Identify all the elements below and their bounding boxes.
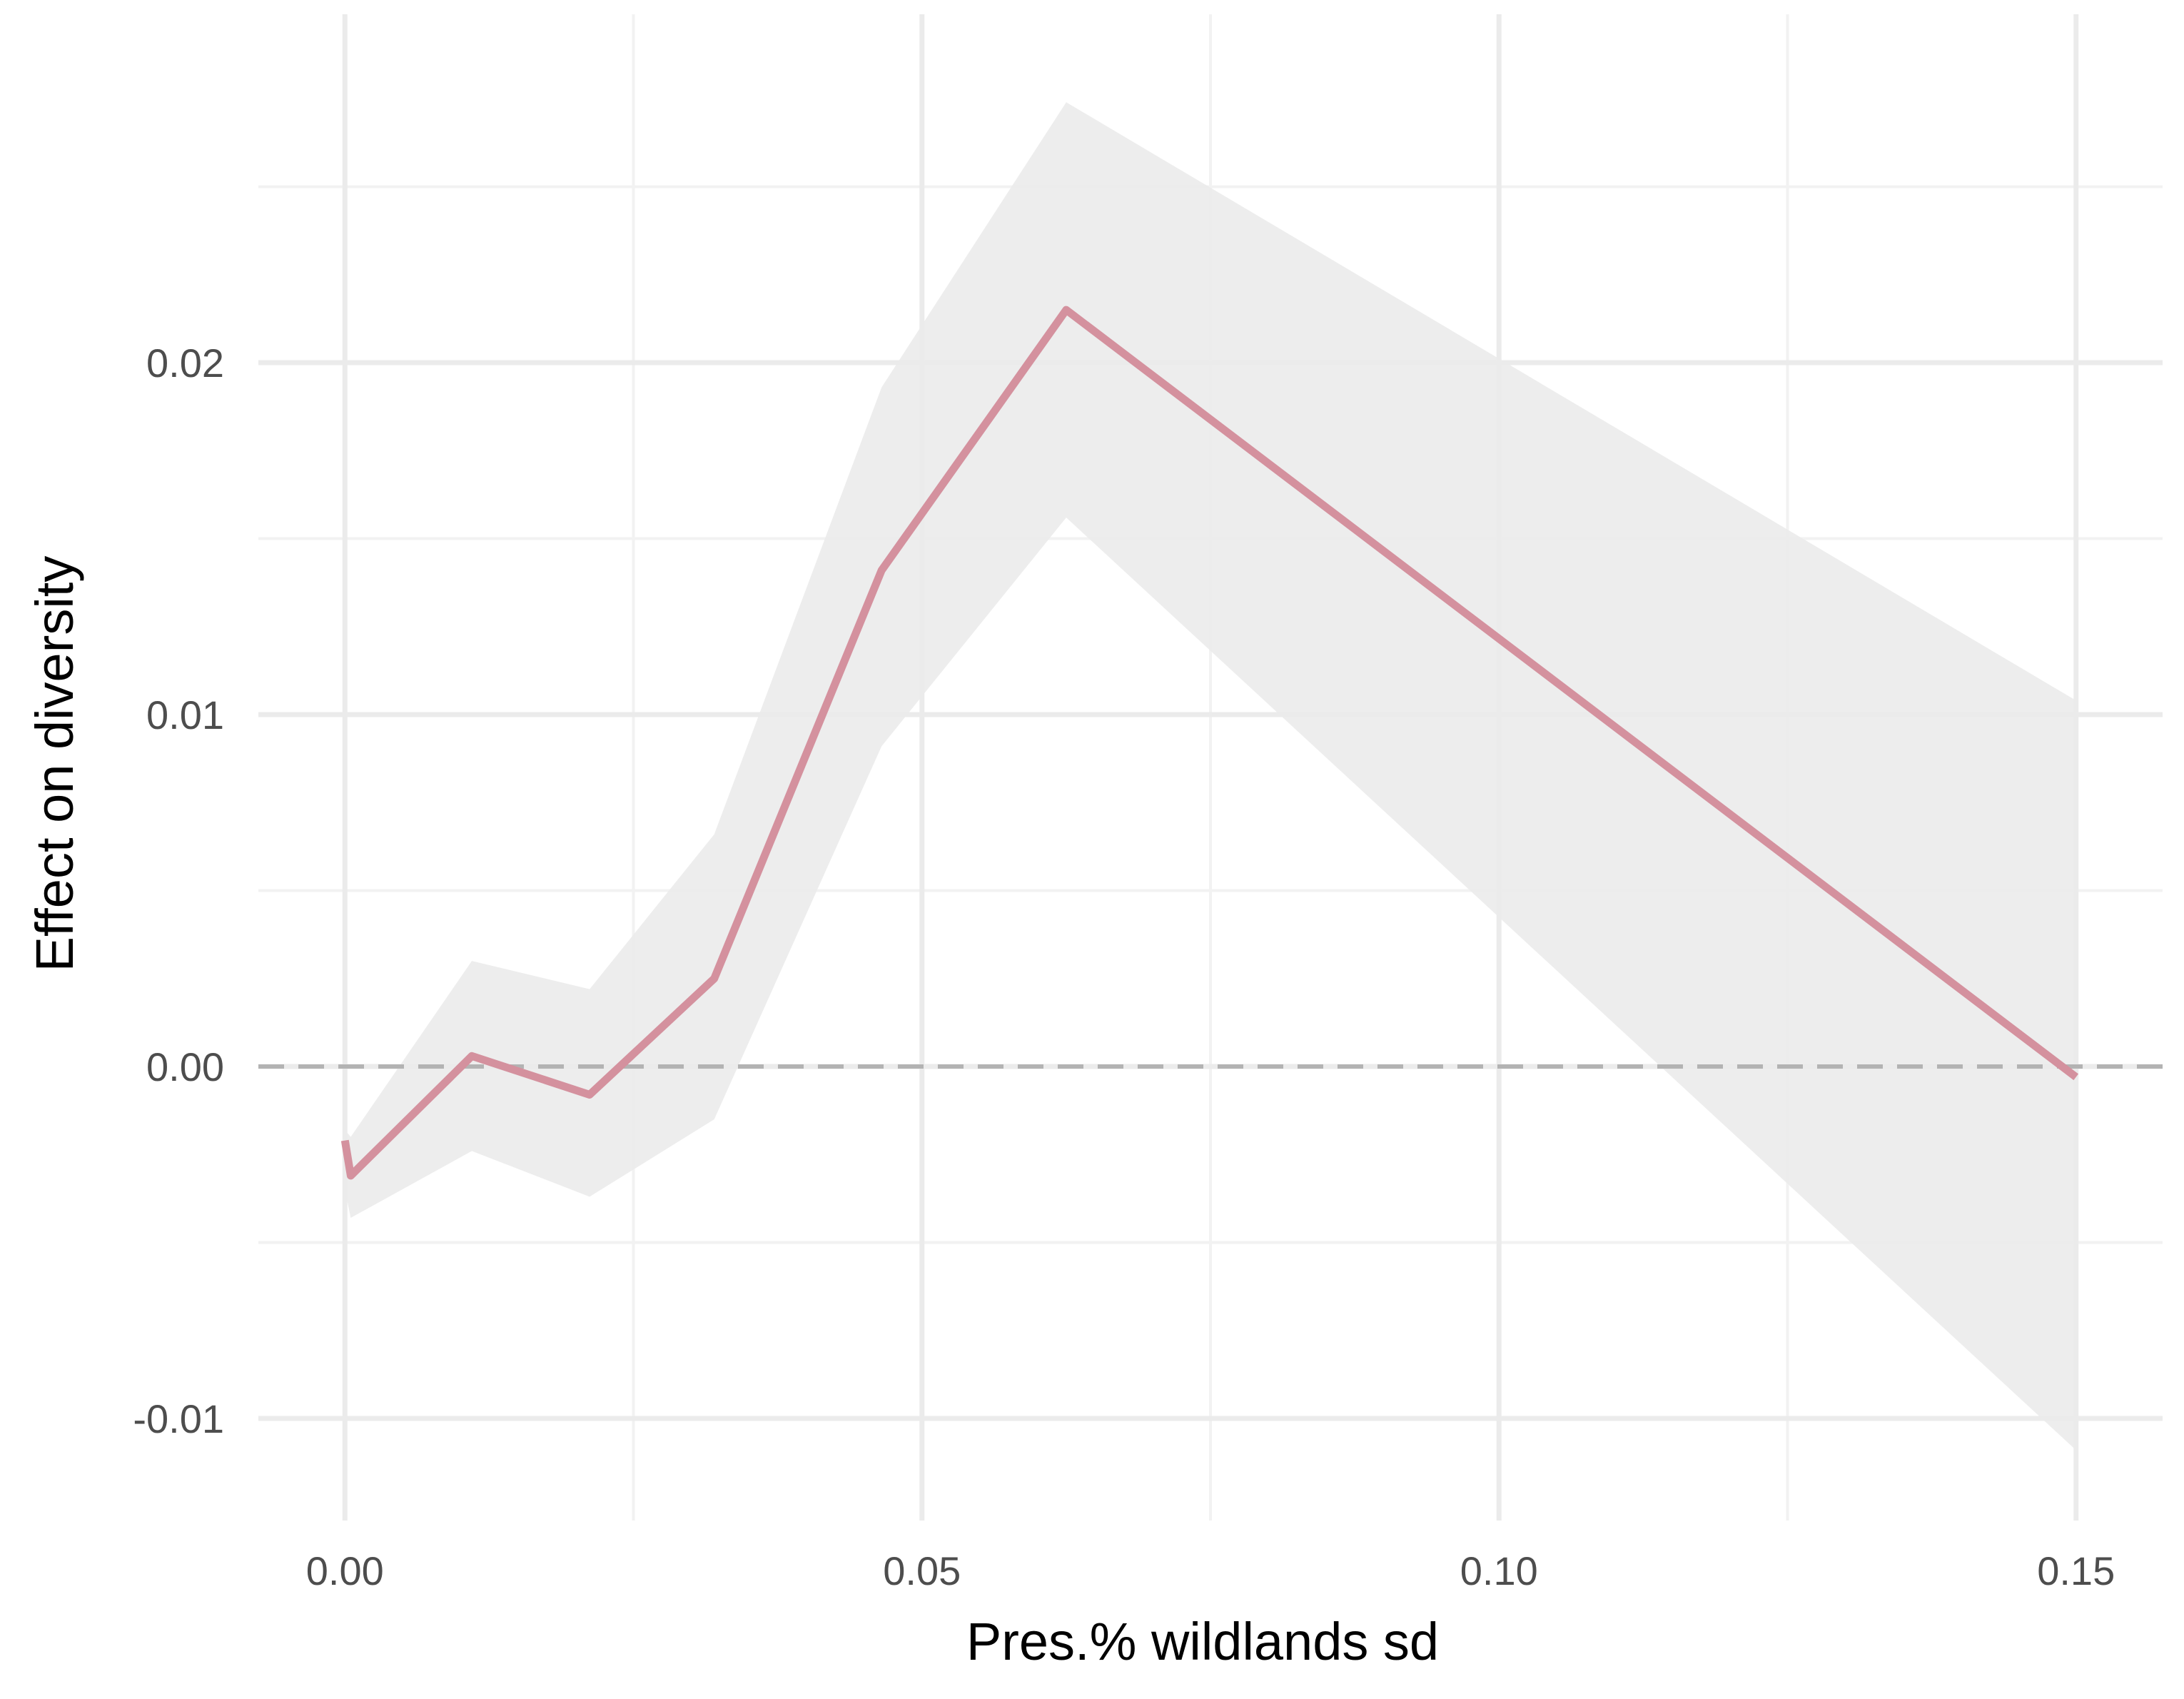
x-tick-label: 0.10 [1460,1548,1538,1593]
confidence-band-layer [345,102,2076,1451]
y-tick-label: 0.01 [146,692,224,737]
y-axis-title: Effect on diversity [25,556,84,972]
x-tick-label: 0.00 [306,1548,384,1593]
y-tick-label: 0.02 [146,341,224,385]
x-tick-label: 0.05 [883,1548,961,1593]
y-tick-label: -0.01 [133,1396,224,1441]
effect-line [340,306,2079,1180]
confidence-band [345,102,2076,1451]
x-axis-title: Pres.% wildlands sd [966,1612,1439,1671]
effect-line-layer [340,306,2079,1180]
y-tick-label: 0.00 [146,1044,224,1089]
y-tick-labels: -0.01 0.00 0.01 0.02 [133,341,224,1441]
x-tick-labels: 0.00 0.05 0.10 0.15 [306,1548,2115,1593]
x-tick-label: 0.15 [2037,1548,2115,1593]
